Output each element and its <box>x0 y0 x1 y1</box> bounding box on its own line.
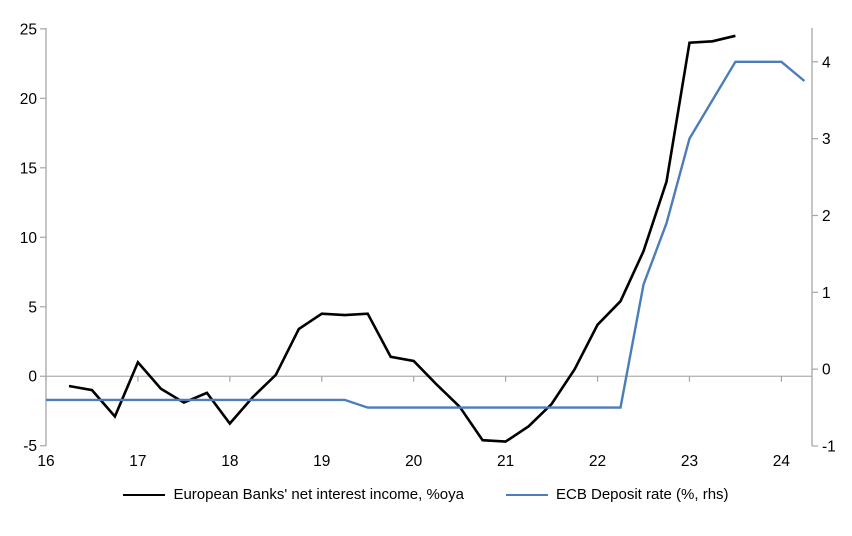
svg-text:18: 18 <box>221 453 238 470</box>
legend-item-net-interest-income: European Banks' net interest income, %oy… <box>123 486 464 503</box>
svg-text:19: 19 <box>313 453 330 470</box>
blue-line-swatch-icon <box>505 493 548 496</box>
svg-text:23: 23 <box>681 453 698 470</box>
svg-text:25: 25 <box>20 21 37 38</box>
svg-text:20: 20 <box>405 453 423 470</box>
series-net-interest-income-line <box>68 34 736 443</box>
svg-text:-1: -1 <box>822 439 836 456</box>
svg-text:0: 0 <box>822 362 831 379</box>
svg-text:-5: -5 <box>23 438 37 455</box>
svg-text:4: 4 <box>822 54 831 71</box>
series-ecb-deposit-rate-line <box>46 60 806 409</box>
svg-text:5: 5 <box>28 299 37 316</box>
svg-text:22: 22 <box>589 453 606 470</box>
legend-label-net-interest-income: European Banks' net interest income, %oy… <box>173 486 464 503</box>
left-axis <box>40 28 47 447</box>
svg-text:0: 0 <box>28 369 37 386</box>
right-axis <box>811 28 818 447</box>
svg-text:15: 15 <box>20 160 37 177</box>
legend-label-ecb-deposit-rate: ECB Deposit rate (%, rhs) <box>555 486 729 503</box>
svg-text:16: 16 <box>37 453 54 470</box>
svg-text:20: 20 <box>20 91 38 108</box>
svg-text:2: 2 <box>822 208 831 225</box>
x-axis <box>45 376 782 382</box>
legend: European Banks' net interest income, %oy… <box>0 486 852 503</box>
left-axis-tick-labels: -5 0 5 10 15 20 25 <box>20 21 38 455</box>
svg-text:21: 21 <box>497 453 514 470</box>
svg-text:3: 3 <box>822 131 831 148</box>
x-axis-tick-labels: 16 17 18 19 20 21 22 23 24 <box>37 453 790 470</box>
right-axis-tick-labels: -1 0 1 2 3 4 <box>822 54 836 455</box>
svg-text:10: 10 <box>20 230 38 247</box>
svg-text:1: 1 <box>822 285 831 302</box>
svg-text:24: 24 <box>773 453 791 470</box>
legend-item-ecb-deposit-rate: ECB Deposit rate (%, rhs) <box>505 486 729 503</box>
black-line-swatch-icon <box>123 493 166 496</box>
svg-text:17: 17 <box>129 453 146 470</box>
